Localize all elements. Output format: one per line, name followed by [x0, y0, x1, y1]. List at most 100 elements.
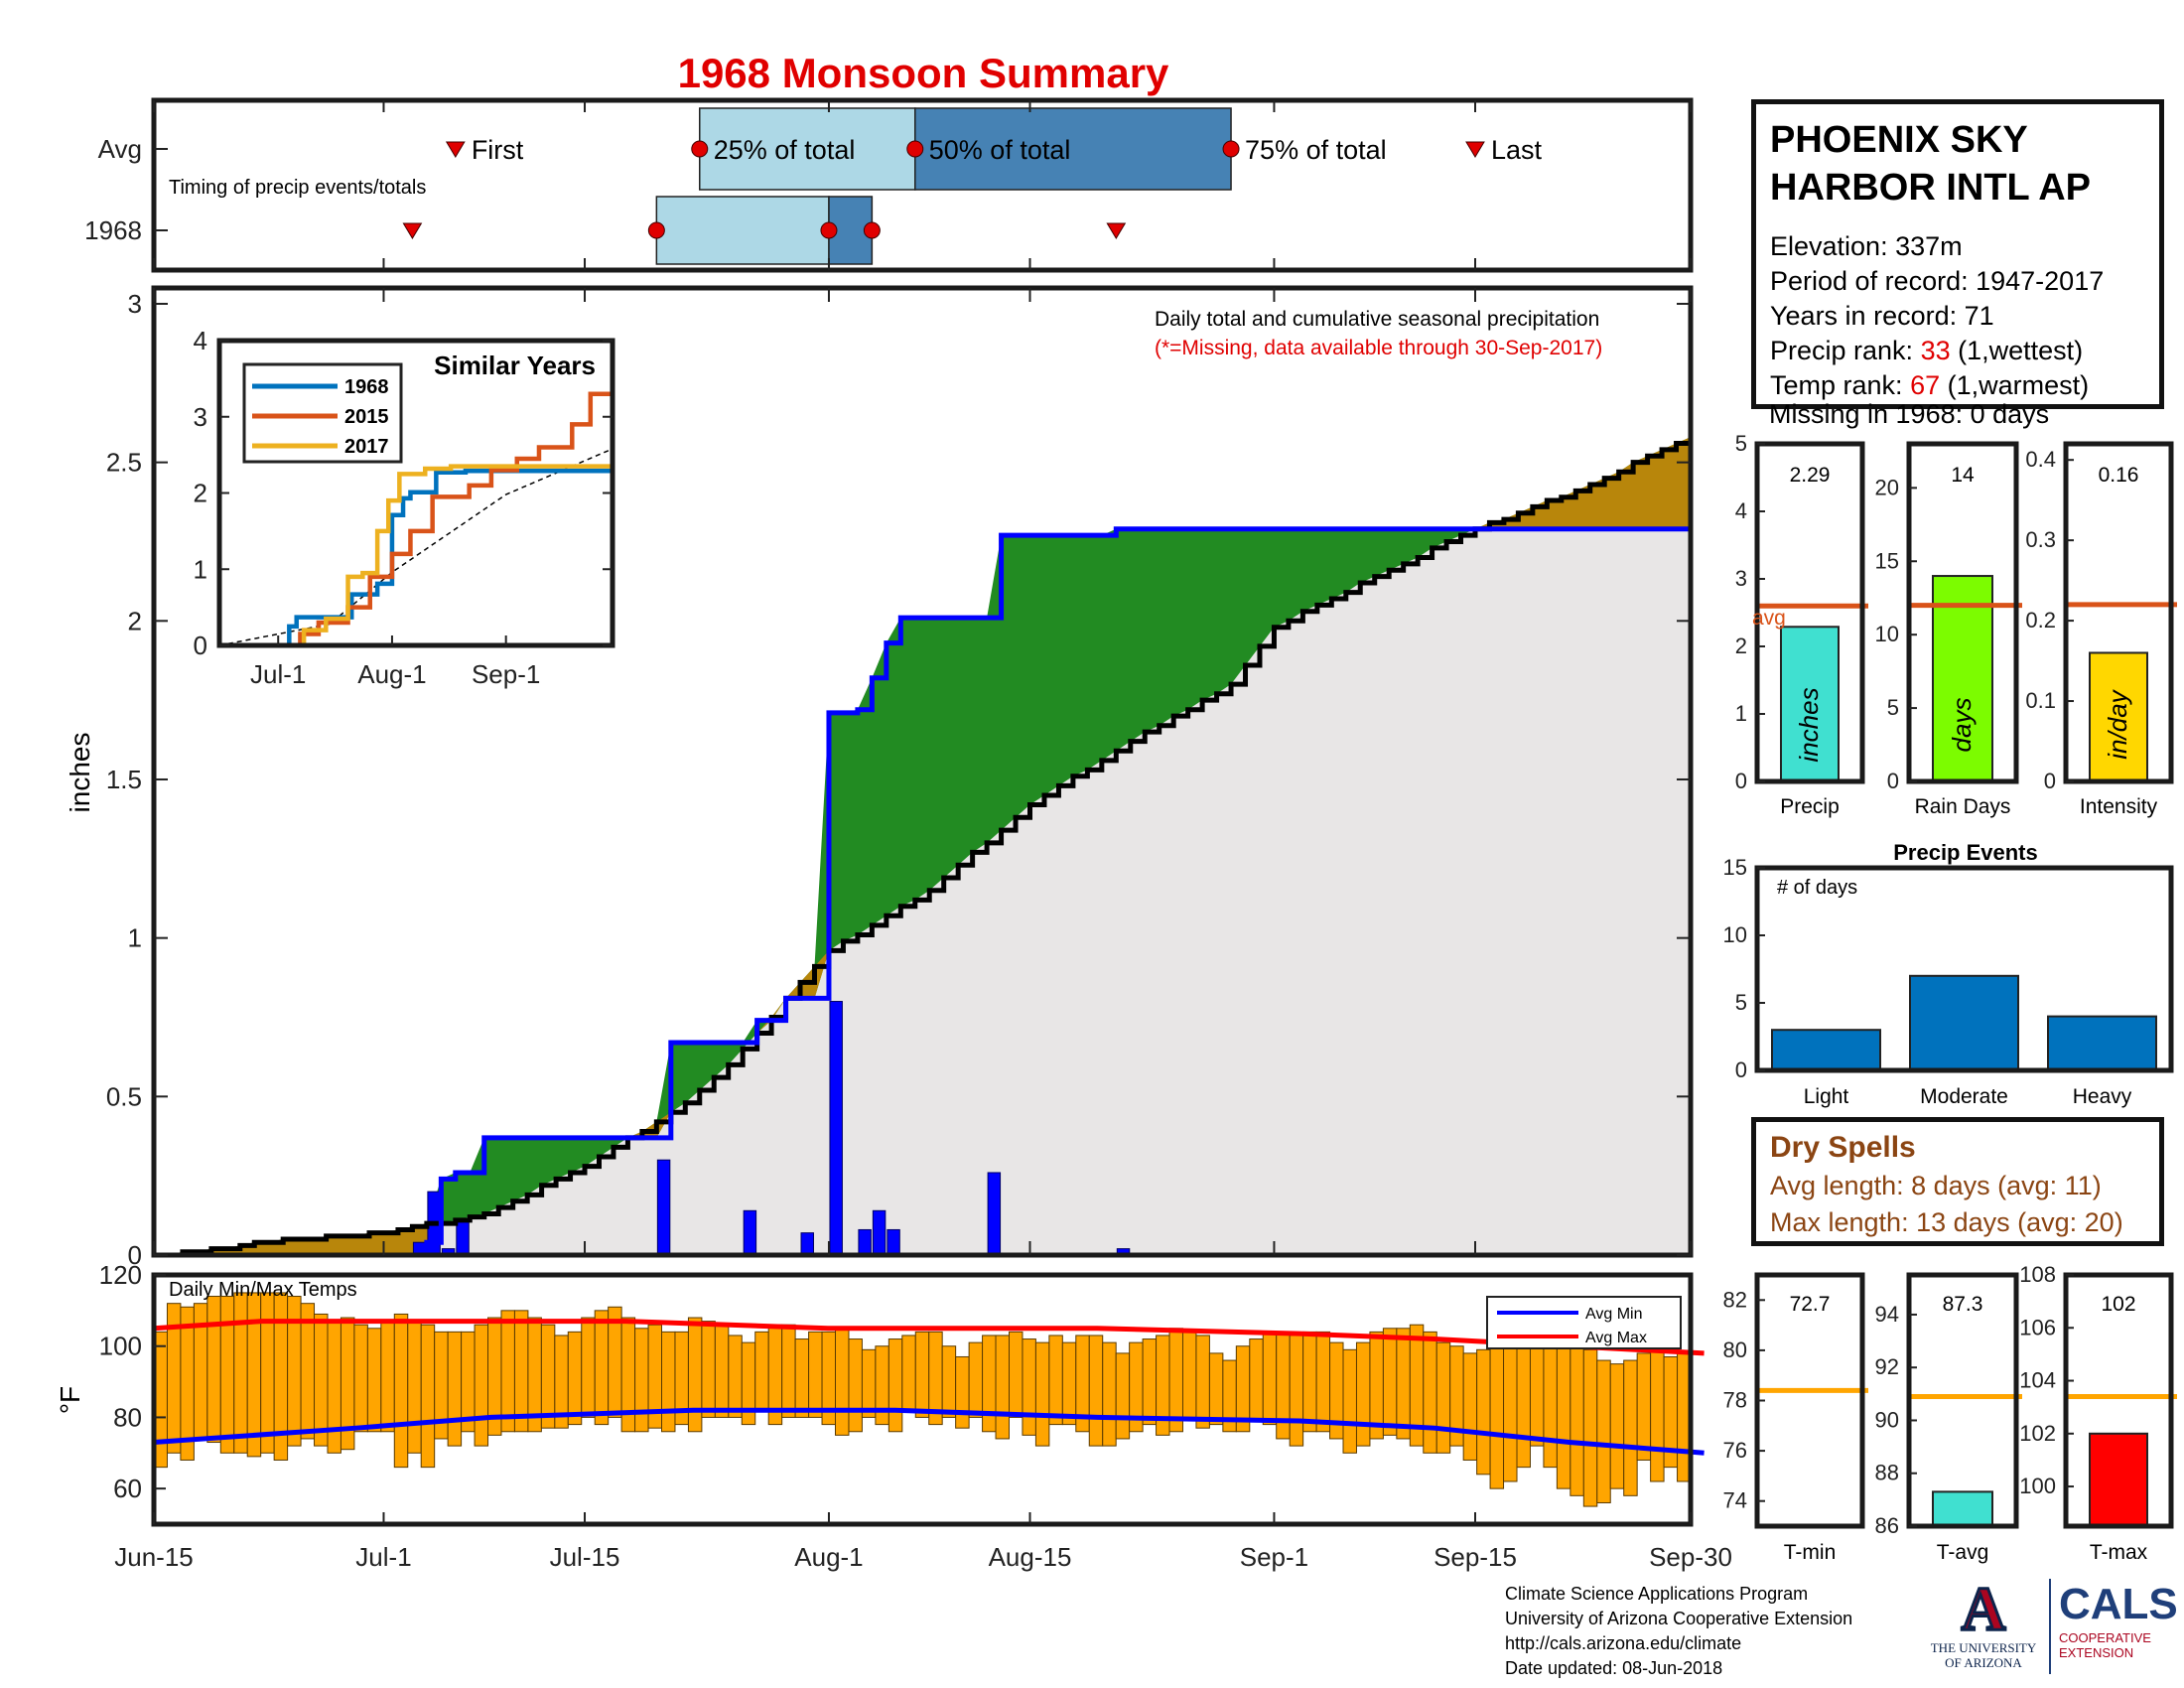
daily-precip-bar-Jul-26: [743, 1209, 757, 1256]
inset-ytick-label: 0: [194, 631, 207, 660]
temp-range-bar: [1142, 1338, 1158, 1426]
temp-range-bar: [1609, 1363, 1625, 1489]
station-name-line2: HARBOR INTL AP: [1770, 167, 2091, 209]
temp-range-bar: [1208, 1352, 1224, 1426]
temp-range-bar: [1181, 1331, 1197, 1418]
tstat-ytick-label-tmax: 106: [2019, 1315, 2056, 1339]
above-avg-area: [154, 437, 1691, 1255]
temp-range-bar: [1034, 1341, 1050, 1447]
dry-spells-box: Dry Spells Avg length: 8 days (avg: 11) …: [1751, 1117, 2164, 1246]
inset-xtick-label: Jul-1: [250, 659, 306, 689]
main-plot-caption: Daily total and cumulative seasonal prec…: [1155, 308, 1599, 331]
temp-range-bar: [781, 1324, 796, 1418]
temp-range-bar: [901, 1335, 916, 1411]
temp-range-bar: [567, 1331, 583, 1426]
temp-range-bar: [982, 1335, 997, 1433]
main-ytick-label: 0.5: [106, 1081, 142, 1111]
main-ylabel: inches: [65, 733, 95, 813]
inset-xtick-label: Aug-1: [357, 659, 426, 689]
event-bar-heavy: [2047, 1015, 2157, 1071]
cals-logo-line1: COOPERATIVE: [2059, 1630, 2151, 1645]
temp-range-bar: [233, 1292, 248, 1454]
stat-panel-frame-precip: [1754, 441, 1865, 784]
tstat-ytick-label-tavg: 86: [1875, 1513, 1899, 1538]
temp-range-bar: [407, 1321, 422, 1454]
events-ytick-label: 15: [1723, 855, 1747, 880]
tstat-ytick-label-tmin: 78: [1723, 1388, 1747, 1413]
events-ytick-label: 10: [1723, 922, 1747, 947]
precip-avg-label: avg: [1752, 607, 1786, 630]
temp-range-bar: [1048, 1335, 1063, 1426]
temp-range-bar: [1623, 1359, 1638, 1496]
temp-stats-panels: 74 76 78 80 82 72.7 T-min 86 88 90 92 94 87.3 T-avg 10…: [1723, 1262, 2177, 1564]
main-ytick-label: 2: [128, 606, 142, 635]
stat-ytick-label-intensity: 0.2: [2025, 608, 2056, 633]
temps-ytick-label: 120: [99, 1260, 142, 1290]
inset-series-1968: [219, 468, 613, 648]
dry-spells-title: Dry Spells: [1770, 1131, 1916, 1164]
temp-range-bar: [941, 1345, 957, 1418]
temp-range-bar: [1315, 1331, 1331, 1433]
tstat-panel-bg-tavg: [1909, 1275, 2016, 1526]
temp-range-bar: [1650, 1348, 1665, 1482]
temp-range-bar: [513, 1310, 529, 1433]
temp-range-bar: [380, 1321, 395, 1433]
temp-range-bar: [1302, 1331, 1317, 1433]
legend-avg-min-label: Avg Min: [1585, 1306, 1643, 1323]
tstat-ytick-label-tavg: 94: [1875, 1302, 1899, 1327]
tstat-ytick-label-tmax: 108: [2019, 1262, 2056, 1287]
temp-range-bar: [1022, 1338, 1036, 1436]
tstat-panel-frame-tmax: [2063, 1272, 2174, 1529]
temps-ytick-label: 80: [113, 1402, 142, 1432]
stat-ytick-label-rain_days: 15: [1875, 548, 1899, 573]
events-panel-frame: [1754, 865, 2174, 1073]
tstat-value-tmax: 102: [2101, 1293, 2135, 1316]
events-ytick-label: 5: [1735, 990, 1747, 1015]
event-bar-light: [1771, 1029, 1881, 1071]
temp-range-bar: [1355, 1341, 1371, 1447]
temp-range-bar: [474, 1324, 489, 1447]
temp-rank-value: 67: [1910, 370, 1941, 400]
temp-range-bar: [794, 1338, 810, 1418]
below-avg-area: [154, 437, 1691, 1255]
tstat-ytick-label-tmin: 76: [1723, 1438, 1747, 1463]
temp-range-bar: [728, 1335, 743, 1418]
temp-range-bar: [1570, 1345, 1584, 1496]
station-name: PHOENIX SKY HARBOR INTL AP: [1770, 116, 2145, 211]
xtick-label-Sep-1: Sep-1: [1240, 1542, 1308, 1572]
temps-ylabel: °F: [55, 1386, 85, 1414]
temp-range-bar: [1195, 1335, 1210, 1429]
inset-ytick-label: 2: [194, 479, 207, 508]
temp-range-bar: [353, 1324, 368, 1433]
temp-range-bar: [848, 1338, 863, 1433]
main-ytick-label: 3: [128, 289, 142, 319]
daily-precip-bar-Aug-5: [887, 1228, 900, 1256]
credits-url: http://cals.arizona.edu/climate: [1505, 1633, 1742, 1653]
inset-legend-label-2015: 2015: [344, 406, 389, 428]
temp-range-bar: [1503, 1328, 1518, 1482]
timing-avg-marker-p25: [691, 140, 709, 158]
timing-avg-marker-p50: [906, 140, 924, 158]
station-years: Years in record: 71: [1770, 301, 1994, 331]
chart-title: 1968 Monsoon Summary: [678, 50, 1169, 96]
daily-precip-bar-Aug-1: [829, 1001, 843, 1256]
inset-legend-label-2017: 2017: [344, 436, 389, 458]
temp-range-bar: [968, 1341, 984, 1418]
temp-range-bar: [1342, 1348, 1357, 1454]
precip-rank-note: (1,wettest): [1958, 336, 2084, 365]
tstat-ytick-label-tmax: 104: [2019, 1368, 2056, 1393]
stat-bar-precip: [1780, 626, 1840, 783]
temp-range-bar: [835, 1328, 850, 1436]
temp-range-bar: [1489, 1341, 1505, 1489]
xtick-label-Aug-15: Aug-15: [989, 1542, 1072, 1572]
stat-ytick-label-precip: 4: [1735, 498, 1747, 523]
timing-panel: Avg 1968 Timing of precip events/totals Fir…: [84, 97, 1694, 273]
precip-events-panel: Light Moderate Heavy 0 5 10 15 Precip Events # o…: [1723, 840, 2174, 1108]
timing-avg-marker-first: [445, 141, 466, 158]
timing-1968-marker-p50: [820, 221, 838, 239]
timing-1968-marker-first: [402, 222, 423, 239]
temps-ytick-label: 60: [113, 1474, 142, 1503]
cumulative-1968-line: [154, 526, 1691, 1258]
stat-panel-frame-intensity: [2063, 441, 2174, 784]
precip-rank-value: 33: [1920, 336, 1951, 365]
